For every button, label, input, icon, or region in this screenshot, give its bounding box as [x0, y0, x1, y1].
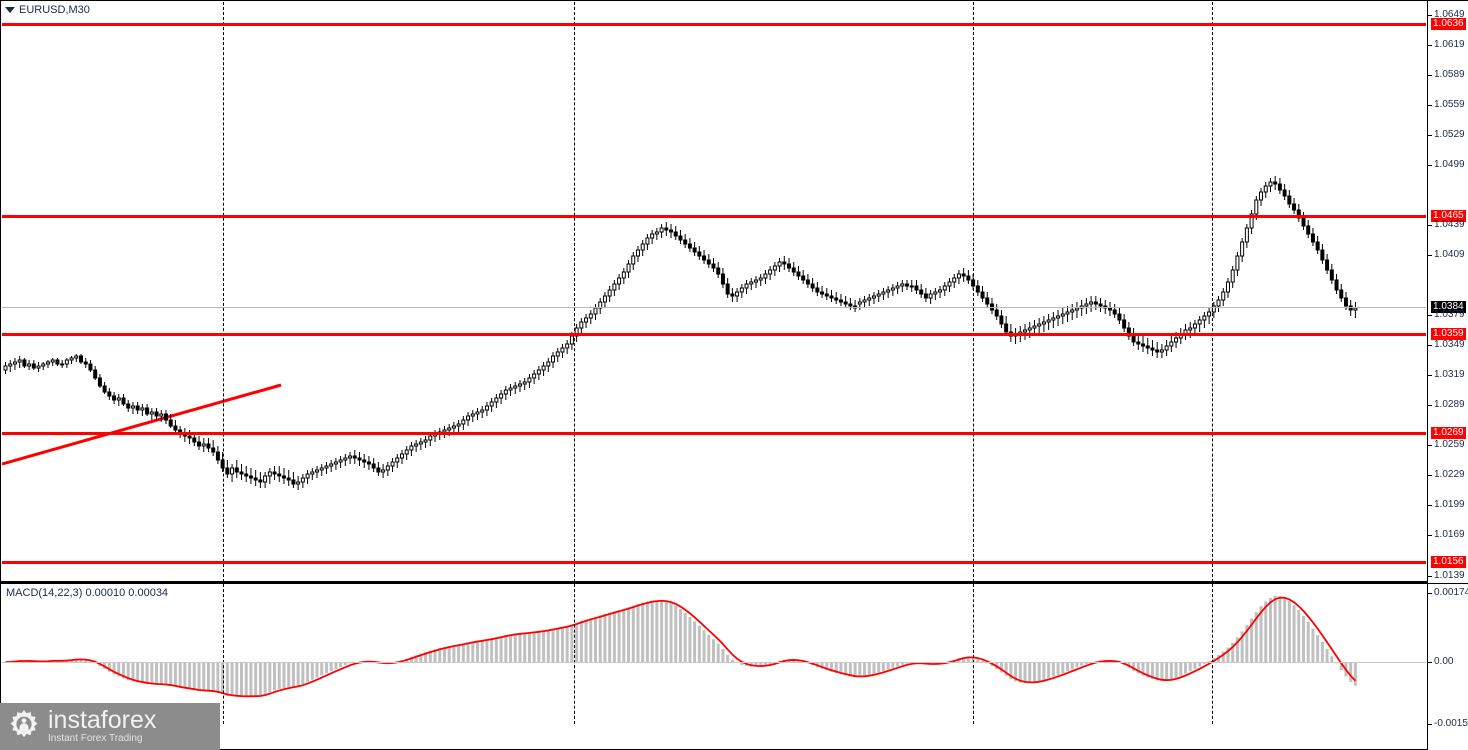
macd-plot-area[interactable]	[2, 584, 1426, 724]
vertical-gridline	[574, 584, 575, 724]
price-scale-tick	[1428, 535, 1432, 536]
level-price-label[interactable]: 1.0156	[1431, 556, 1466, 568]
macd-scale-label: 0.00174	[1434, 587, 1468, 598]
price-scale-label: 1.0349	[1434, 339, 1465, 350]
watermark-subtitle: Instant Forex Trading	[48, 733, 143, 744]
price-scale-tick	[1428, 475, 1432, 476]
current-price-line	[2, 307, 1426, 308]
price-scale-tick	[1428, 135, 1432, 136]
vertical-gridline	[973, 584, 974, 724]
level-price-label[interactable]: 1.0465	[1431, 210, 1466, 222]
price-scale-label: 1.0199	[1434, 499, 1465, 510]
price-scale-label: 1.0649	[1434, 9, 1465, 20]
vertical-gridline	[223, 2, 224, 582]
price-scale-tick	[1428, 315, 1432, 316]
price-plot-area[interactable]	[2, 2, 1426, 582]
price-scale-tick	[1428, 15, 1432, 16]
level-line-1.0269[interactable]	[2, 432, 1426, 435]
price-scale-tick	[1428, 105, 1432, 106]
price-scale-label: 1.0439	[1434, 219, 1465, 230]
price-scale-tick	[1428, 576, 1432, 577]
price-scale-tick	[1428, 255, 1432, 256]
price-scale-label: 1.0289	[1434, 399, 1465, 410]
price-scale-label: 1.0499	[1434, 159, 1465, 170]
level-price-label[interactable]: 1.0636	[1431, 18, 1466, 30]
macd-signal-line	[5, 596, 1357, 698]
macd-scale-tick	[1428, 662, 1432, 663]
price-scale-label: 1.0409	[1434, 249, 1465, 260]
macd-scale[interactable]: 0.00174 0.00 -0.00152	[1427, 584, 1468, 750]
vertical-gridline	[574, 2, 575, 582]
price-scale[interactable]: 1.0649 1.0636 1.0619 1.0589 1.0559 1.0529 1.04…	[1427, 1, 1468, 584]
level-price-label[interactable]: 1.0269	[1431, 427, 1466, 439]
price-scale-label: 1.0379	[1434, 309, 1465, 320]
price-scale-tick	[1428, 165, 1432, 166]
price-scale-label: 1.0139	[1434, 570, 1465, 581]
price-chart-panel: EURUSD,M30 1.0649 1.0636 1.0619 1.0589 1.055…	[0, 0, 1468, 584]
price-scale-tick	[1428, 445, 1432, 446]
macd-indicator-panel: MACD(14,22,3) 0.00010 0.00034 0.00174 0.0…	[0, 583, 1468, 750]
current-price-label[interactable]: 1.0384	[1431, 301, 1466, 313]
macd-scale-label: 0.00	[1434, 656, 1454, 667]
price-scale-label: 1.0169	[1434, 529, 1465, 540]
level-line-1.0156[interactable]	[2, 561, 1426, 564]
instaforex-watermark: instaforex Instant Forex Trading	[0, 703, 220, 750]
price-scale-tick	[1428, 345, 1432, 346]
watermark-text: instaforex Instant Forex Trading	[48, 708, 156, 745]
price-scale-label: 1.0619	[1434, 39, 1465, 50]
chevron-down-icon[interactable]	[5, 7, 15, 13]
macd-label: MACD(14,22,3) 0.00010 0.00034	[6, 587, 169, 599]
macd-zero-line	[2, 662, 1426, 663]
symbol-label: EURUSD,M30	[19, 4, 90, 16]
instaforex-gear-logo-icon	[6, 709, 42, 745]
level-line-1.0359[interactable]	[2, 333, 1426, 336]
price-scale-label: 1.0259	[1434, 439, 1465, 450]
vertical-gridline	[973, 2, 974, 582]
price-scale-tick	[1428, 375, 1432, 376]
price-scale-tick	[1428, 505, 1432, 506]
level-line-1.0636[interactable]	[2, 23, 1426, 26]
candlestick-series	[2, 176, 1358, 490]
price-scale-label: 1.0589	[1434, 69, 1465, 80]
macd-scale-tick	[1428, 724, 1432, 725]
vertical-gridline	[223, 584, 224, 724]
symbol-header[interactable]: EURUSD,M30	[5, 4, 90, 16]
price-scale-label: 1.0529	[1434, 129, 1465, 140]
price-scale-label: 1.0559	[1434, 99, 1465, 110]
macd-scale-label: -0.00152	[1434, 718, 1468, 729]
macd-series	[4, 596, 1357, 698]
price-scale-tick	[1428, 225, 1432, 226]
trend-line[interactable]	[2, 383, 282, 466]
level-price-label[interactable]: 1.0359	[1431, 328, 1466, 340]
vertical-gridline	[1212, 2, 1213, 582]
vertical-gridline	[1212, 584, 1213, 724]
price-scale-tick	[1428, 405, 1432, 406]
macd-scale-tick	[1428, 593, 1432, 594]
level-line-1.0465[interactable]	[2, 215, 1426, 218]
price-scale-label: 1.0229	[1434, 469, 1465, 480]
price-scale-tick	[1428, 45, 1432, 46]
price-scale-tick	[1428, 75, 1432, 76]
watermark-title: instaforex	[48, 706, 157, 734]
price-scale-label: 1.0319	[1434, 369, 1465, 380]
